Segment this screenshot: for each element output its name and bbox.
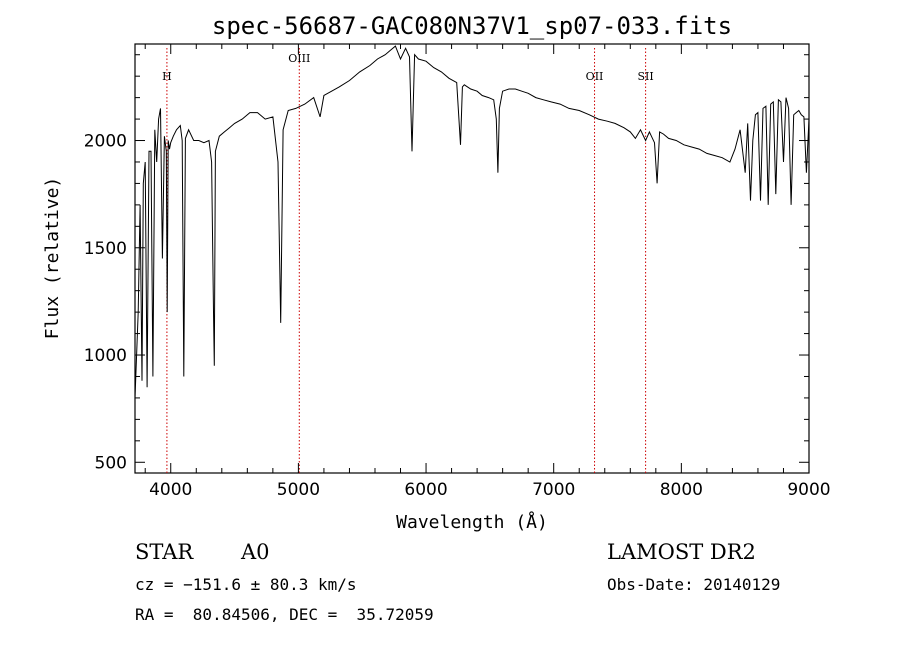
x-tick-label: 8000 [660,480,703,500]
spectral-class: A0 [241,540,270,564]
y-tick-label: 500 [95,453,127,473]
marker-label-oii: OII [586,70,604,83]
y-tick-label: 2000 [84,132,127,152]
x-tick-label: 7000 [532,480,575,500]
x-tick-label: 9000 [787,480,830,500]
x-axis-label: Wavelength (Å) [396,511,548,533]
line-markers: H OIII OII SII [162,48,654,473]
ra-dec-coordinates: RA = 80.84506, DEC = 35.72059 [135,605,434,624]
spectrum-line [134,45,810,398]
marker-label-h: H [162,70,172,83]
x-tick-label: 5000 [277,480,320,500]
observation-date: Obs-Date: 20140129 [607,575,781,594]
marker-label-sii: SII [637,70,653,83]
y-axis-label: Flux (relative) [42,177,63,340]
x-tick-label: 6000 [404,480,447,500]
axis-ticks: 4000 5000 6000 7000 8000 9000 500 1000 1500 2000 [84,44,831,500]
redshift-velocity: cz = −151.6 ± 80.3 km/s [135,575,357,594]
chart-title: spec-56687-GAC080N37V1_sp07-033.fits [212,12,732,40]
plot-frame [134,43,810,474]
y-tick-label: 1000 [84,346,127,366]
x-tick-label: 4000 [149,480,192,500]
y-tick-label: 1500 [84,239,127,259]
object-type: STAR [135,540,194,564]
marker-label-oiii: OIII [288,52,310,65]
survey-name: LAMOST DR2 [607,540,756,564]
